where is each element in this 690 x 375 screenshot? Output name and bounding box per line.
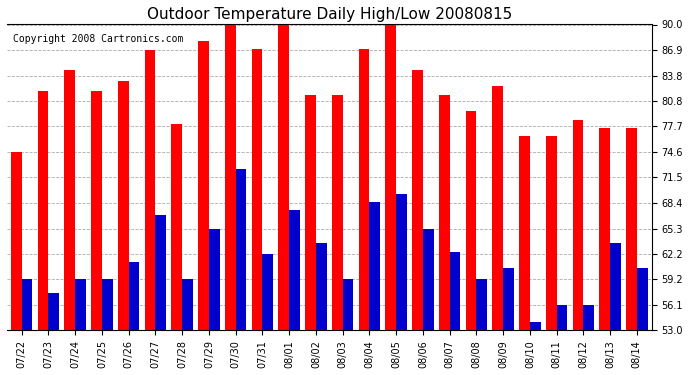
Bar xyxy=(637,268,648,330)
Bar xyxy=(91,91,102,330)
Bar xyxy=(412,70,423,330)
Bar xyxy=(610,243,621,330)
Bar xyxy=(279,24,289,330)
Bar xyxy=(493,87,503,330)
Bar xyxy=(386,24,396,330)
Bar xyxy=(557,304,567,330)
Bar xyxy=(573,120,583,330)
Bar xyxy=(182,279,193,330)
Bar xyxy=(626,128,637,330)
Bar xyxy=(171,124,182,330)
Bar xyxy=(64,70,75,330)
Bar xyxy=(305,95,316,330)
Bar xyxy=(155,214,166,330)
Bar xyxy=(359,49,369,330)
Bar xyxy=(600,128,610,330)
Bar xyxy=(546,136,557,330)
Bar xyxy=(583,304,594,330)
Bar xyxy=(262,254,273,330)
Bar xyxy=(102,279,112,330)
Bar xyxy=(48,293,59,330)
Text: Copyright 2008 Cartronics.com: Copyright 2008 Cartronics.com xyxy=(13,34,184,44)
Bar xyxy=(530,322,540,330)
Bar xyxy=(503,268,514,330)
Bar xyxy=(236,169,246,330)
Bar xyxy=(21,279,32,330)
Bar xyxy=(128,262,139,330)
Bar xyxy=(289,210,300,330)
Bar xyxy=(466,111,476,330)
Bar xyxy=(519,136,530,330)
Bar xyxy=(450,252,460,330)
Bar xyxy=(118,81,128,330)
Title: Outdoor Temperature Daily High/Low 20080815: Outdoor Temperature Daily High/Low 20080… xyxy=(147,7,512,22)
Bar xyxy=(423,229,433,330)
Bar xyxy=(252,49,262,330)
Bar xyxy=(38,91,48,330)
Bar xyxy=(343,279,353,330)
Bar xyxy=(209,229,219,330)
Bar xyxy=(75,279,86,330)
Bar xyxy=(225,24,236,330)
Bar xyxy=(332,95,343,330)
Bar xyxy=(369,202,380,330)
Bar xyxy=(198,41,209,330)
Bar xyxy=(145,50,155,330)
Bar xyxy=(316,243,326,330)
Bar xyxy=(439,95,450,330)
Bar xyxy=(11,152,21,330)
Bar xyxy=(476,279,487,330)
Bar xyxy=(396,194,407,330)
